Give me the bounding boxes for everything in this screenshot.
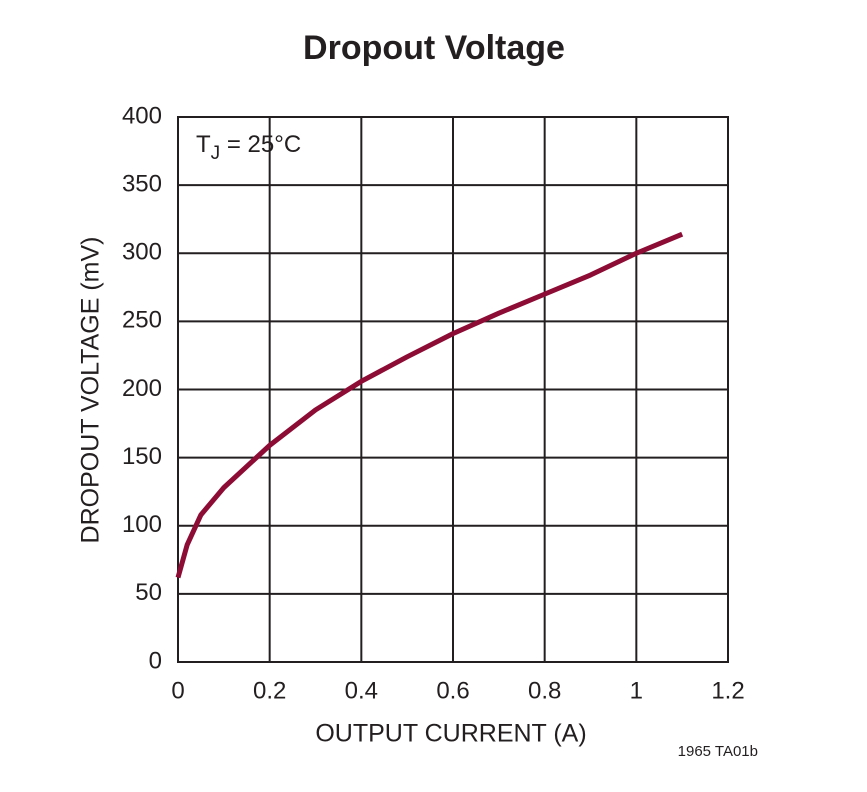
data-line xyxy=(175,231,684,579)
y-axis-label: DROPOUT VOLTAGE (mV) xyxy=(77,237,105,544)
annotation-subscript: J xyxy=(211,143,221,164)
y-tick-label: 50 xyxy=(135,579,162,606)
y-tick-label: 350 xyxy=(122,170,162,197)
y-tick-label: 300 xyxy=(122,239,162,266)
y-tick-label: 150 xyxy=(122,443,162,470)
x-tick-label: 0.6 xyxy=(436,677,469,704)
x-tick-label: 1.2 xyxy=(711,677,744,704)
y-tick-label: 200 xyxy=(122,375,162,402)
footnote: 1965 TA01b xyxy=(678,743,758,760)
x-tick-label: 0.4 xyxy=(345,677,378,704)
plot-frame xyxy=(177,116,729,663)
annotation-text: T xyxy=(196,131,211,158)
chart-title: Dropout Voltage xyxy=(303,29,565,67)
y-tick-label: 250 xyxy=(122,307,162,334)
annotation: TJ = 25°C xyxy=(196,131,301,164)
x-tick-label: 0.2 xyxy=(253,677,286,704)
x-tick-label: 0 xyxy=(171,677,184,704)
x-axis-label: OUTPUT CURRENT (A) xyxy=(315,720,586,748)
y-tick-label: 0 xyxy=(149,647,162,674)
x-tick-label: 1 xyxy=(630,677,643,704)
y-tick-label: 100 xyxy=(122,511,162,538)
annotation-suffix: = 25°C xyxy=(220,131,301,158)
x-tick-label: 0.8 xyxy=(528,677,561,704)
y-tick-label: 400 xyxy=(122,102,162,129)
